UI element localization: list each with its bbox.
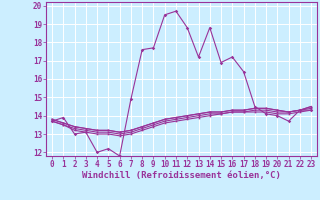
X-axis label: Windchill (Refroidissement éolien,°C): Windchill (Refroidissement éolien,°C) (82, 171, 281, 180)
